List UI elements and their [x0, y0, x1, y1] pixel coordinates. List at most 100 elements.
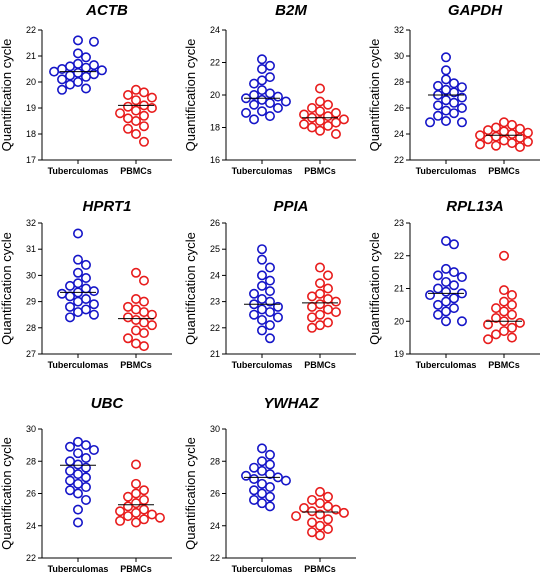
y-tick-label: 24: [210, 270, 220, 280]
data-point: [88, 444, 99, 455]
data-point: [80, 52, 91, 63]
data-point: [131, 325, 142, 336]
y-tick-label: 30: [26, 424, 36, 434]
data-point: [338, 114, 349, 125]
data-point: [80, 283, 91, 294]
data-point: [272, 103, 283, 114]
data-point: [138, 121, 149, 132]
data-point: [448, 280, 459, 291]
y-tick-label: 21: [210, 349, 220, 359]
x-category-label: Tuberculomas: [48, 166, 109, 176]
chart-panel-b2m: B2M Quantification cycle 16 18 20 22 24 Tubercu…: [183, 2, 356, 176]
data-point: [138, 514, 149, 525]
data-point: [307, 506, 318, 517]
data-point: [73, 488, 84, 499]
data-point: [314, 116, 325, 127]
data-point: [314, 299, 325, 310]
data-point: [322, 99, 333, 110]
data-point: [138, 485, 149, 496]
data-point: [256, 244, 267, 255]
x-category-label: PBMCs: [120, 360, 152, 370]
data-point: [264, 98, 275, 109]
data-point: [322, 523, 333, 534]
data-point: [448, 97, 459, 108]
data-point: [307, 517, 318, 528]
data-point: [264, 501, 275, 512]
data-point: [57, 288, 68, 299]
data-point: [314, 288, 325, 299]
y-tick-label: 24: [394, 129, 404, 139]
data-point: [264, 491, 275, 502]
data-point: [314, 509, 325, 520]
data-point: [475, 130, 486, 141]
data-point: [73, 77, 84, 88]
data-point: [80, 440, 91, 451]
data-point: [330, 307, 341, 318]
data-point: [131, 116, 142, 127]
y-tick-label: 22: [210, 58, 220, 68]
data-point: [291, 511, 302, 522]
data-point: [307, 322, 318, 333]
data-point: [115, 506, 126, 517]
data-point: [249, 309, 260, 320]
data-point: [73, 296, 84, 307]
y-axis-label: Quantification cycle: [183, 437, 198, 550]
data-point: [65, 291, 76, 302]
data-point: [65, 301, 76, 312]
data-point: [138, 341, 149, 352]
data-point: [73, 35, 84, 46]
data-point: [322, 270, 333, 281]
data-point: [256, 465, 267, 476]
data-point: [299, 119, 310, 130]
data-point: [307, 494, 318, 505]
data-point: [123, 501, 134, 512]
data-point: [256, 75, 267, 86]
y-tick-label: 16: [210, 155, 220, 165]
y-tick-label: 22: [210, 553, 220, 563]
y-tick-label: 19: [394, 349, 404, 359]
data-point: [80, 482, 91, 493]
data-point: [448, 303, 459, 314]
x-category-label: PBMCs: [304, 166, 336, 176]
data-point: [322, 304, 333, 315]
y-tick-label: 23: [210, 297, 220, 307]
data-point: [73, 228, 84, 239]
y-tick-label: 28: [26, 323, 36, 333]
y-tick-label: 24: [26, 521, 36, 531]
data-point: [96, 65, 107, 76]
data-point: [256, 293, 267, 304]
data-point: [448, 78, 459, 89]
data-point: [80, 259, 91, 270]
data-point: [506, 290, 517, 301]
chart-title: B2M: [275, 2, 307, 19]
y-tick-label: 24: [210, 521, 220, 531]
data-point: [131, 267, 142, 278]
data-point: [131, 105, 142, 116]
data-point: [264, 296, 275, 307]
data-point: [131, 304, 142, 315]
data-point: [506, 309, 517, 320]
y-tick-label: 28: [394, 77, 404, 87]
data-point: [73, 459, 84, 470]
data-point: [456, 82, 467, 93]
data-point: [307, 122, 318, 133]
data-point: [433, 80, 444, 91]
data-point: [49, 66, 60, 77]
data-point: [456, 103, 467, 114]
data-point: [65, 79, 76, 90]
data-point: [314, 320, 325, 331]
data-point: [498, 250, 509, 261]
data-point: [307, 527, 318, 538]
data-point: [73, 517, 84, 528]
y-tick-label: 32: [394, 25, 404, 35]
data-point: [146, 103, 157, 114]
data-point: [425, 290, 436, 301]
data-point: [65, 485, 76, 496]
data-point: [57, 74, 68, 85]
data-point: [256, 94, 267, 105]
data-point: [115, 108, 126, 119]
data-point: [314, 486, 325, 497]
data-point: [440, 95, 451, 106]
data-point: [456, 316, 467, 327]
data-point: [280, 96, 291, 107]
